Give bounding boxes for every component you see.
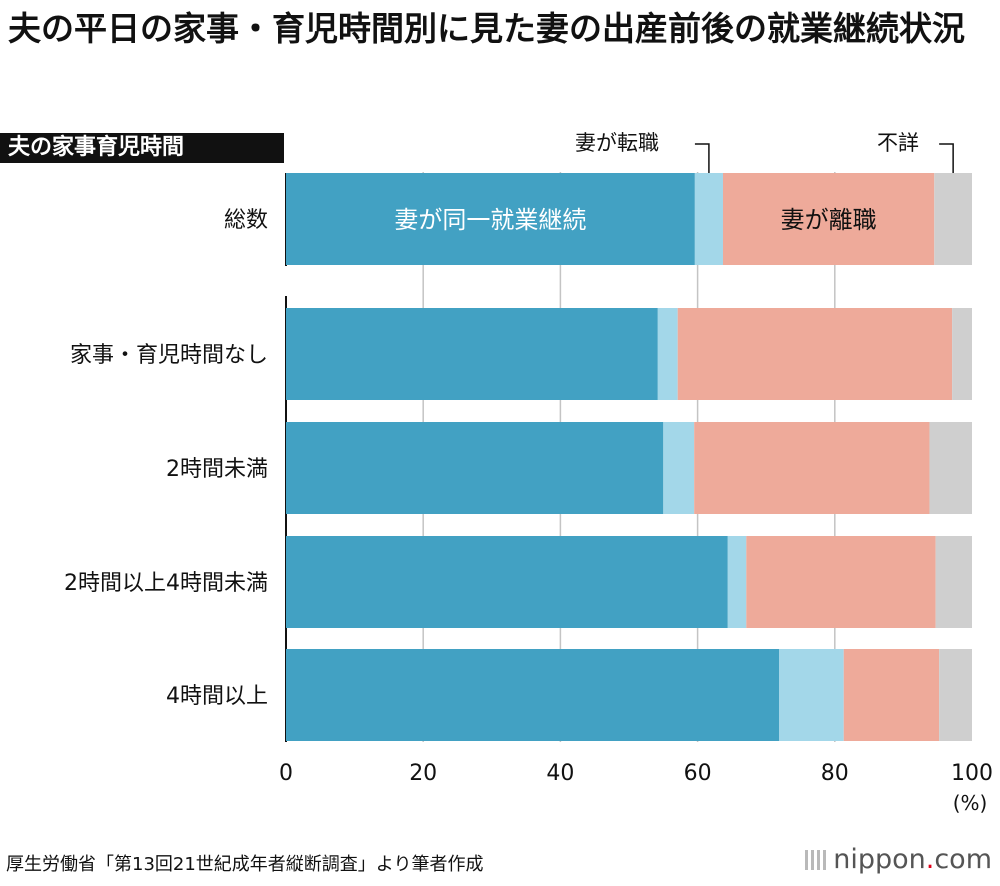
bar-segment [929, 422, 972, 514]
bar-segment [779, 649, 844, 741]
x-tick-label: 0 [279, 761, 293, 786]
source-note: 厚生労働省「第13回21世紀成年者縦断調査」より筆者作成 [6, 854, 484, 875]
logo-main: nippon [833, 844, 926, 875]
bar-segment [746, 536, 936, 628]
bar-segment [722, 173, 935, 265]
bar-segment [694, 173, 723, 265]
bar-segment [286, 308, 658, 400]
bar-segment [663, 422, 695, 514]
category-label: 4時間以上 [166, 684, 268, 709]
category-label: 総数 [224, 208, 268, 233]
bar-segment [286, 422, 664, 514]
bar-segment [694, 422, 930, 514]
bar-segment [934, 173, 972, 265]
bar-segment [939, 649, 972, 741]
nippon-logo: nippon.com [805, 842, 992, 878]
callout-line-unknown [939, 143, 954, 173]
bar-segment [657, 308, 678, 400]
inbar-label-quit: 妻が離職 [781, 206, 877, 234]
x-unit-label: (%) [953, 791, 988, 815]
bar-segment [286, 173, 695, 265]
chart-title: 夫の平日の家事・育児時間別に見た妻の出産前後の就業継続状況 [8, 9, 965, 48]
x-axis: 0 20 40 60 80 100 (%) [279, 761, 993, 815]
x-tick-label: 40 [546, 761, 574, 786]
logo-dot: . [925, 844, 935, 875]
logo-bars-icon [805, 850, 828, 870]
bar-segment [286, 536, 728, 628]
bar-segment [286, 649, 780, 741]
legend-label-unknown: 不詳 [877, 131, 919, 155]
callout-lines [694, 143, 954, 173]
bar-segment [727, 536, 747, 628]
bar-segment [677, 308, 953, 400]
bar-segment [935, 536, 972, 628]
logo-suffix: com [934, 844, 992, 875]
in-bar-labels: 妻が同一就業継続 妻が離職 [394, 206, 876, 234]
callout-line-change [694, 143, 710, 173]
bar-segment [843, 649, 940, 741]
category-label: 家事・育児時間なし [70, 343, 268, 368]
bar-segment [952, 308, 972, 400]
category-header: 夫の家事育児時間 [0, 133, 284, 163]
inbar-label-continue: 妻が同一就業継続 [394, 206, 586, 234]
category-label: 2時間以上4時間未満 [64, 571, 268, 596]
legend-label-change: 妻が転職 [575, 131, 659, 155]
category-label: 2時間未満 [166, 457, 268, 482]
bars [286, 173, 972, 741]
x-tick-label: 20 [409, 761, 437, 786]
x-tick-label: 80 [821, 761, 849, 786]
x-tick-label: 60 [684, 761, 712, 786]
x-tick-label: 100 [951, 761, 993, 786]
